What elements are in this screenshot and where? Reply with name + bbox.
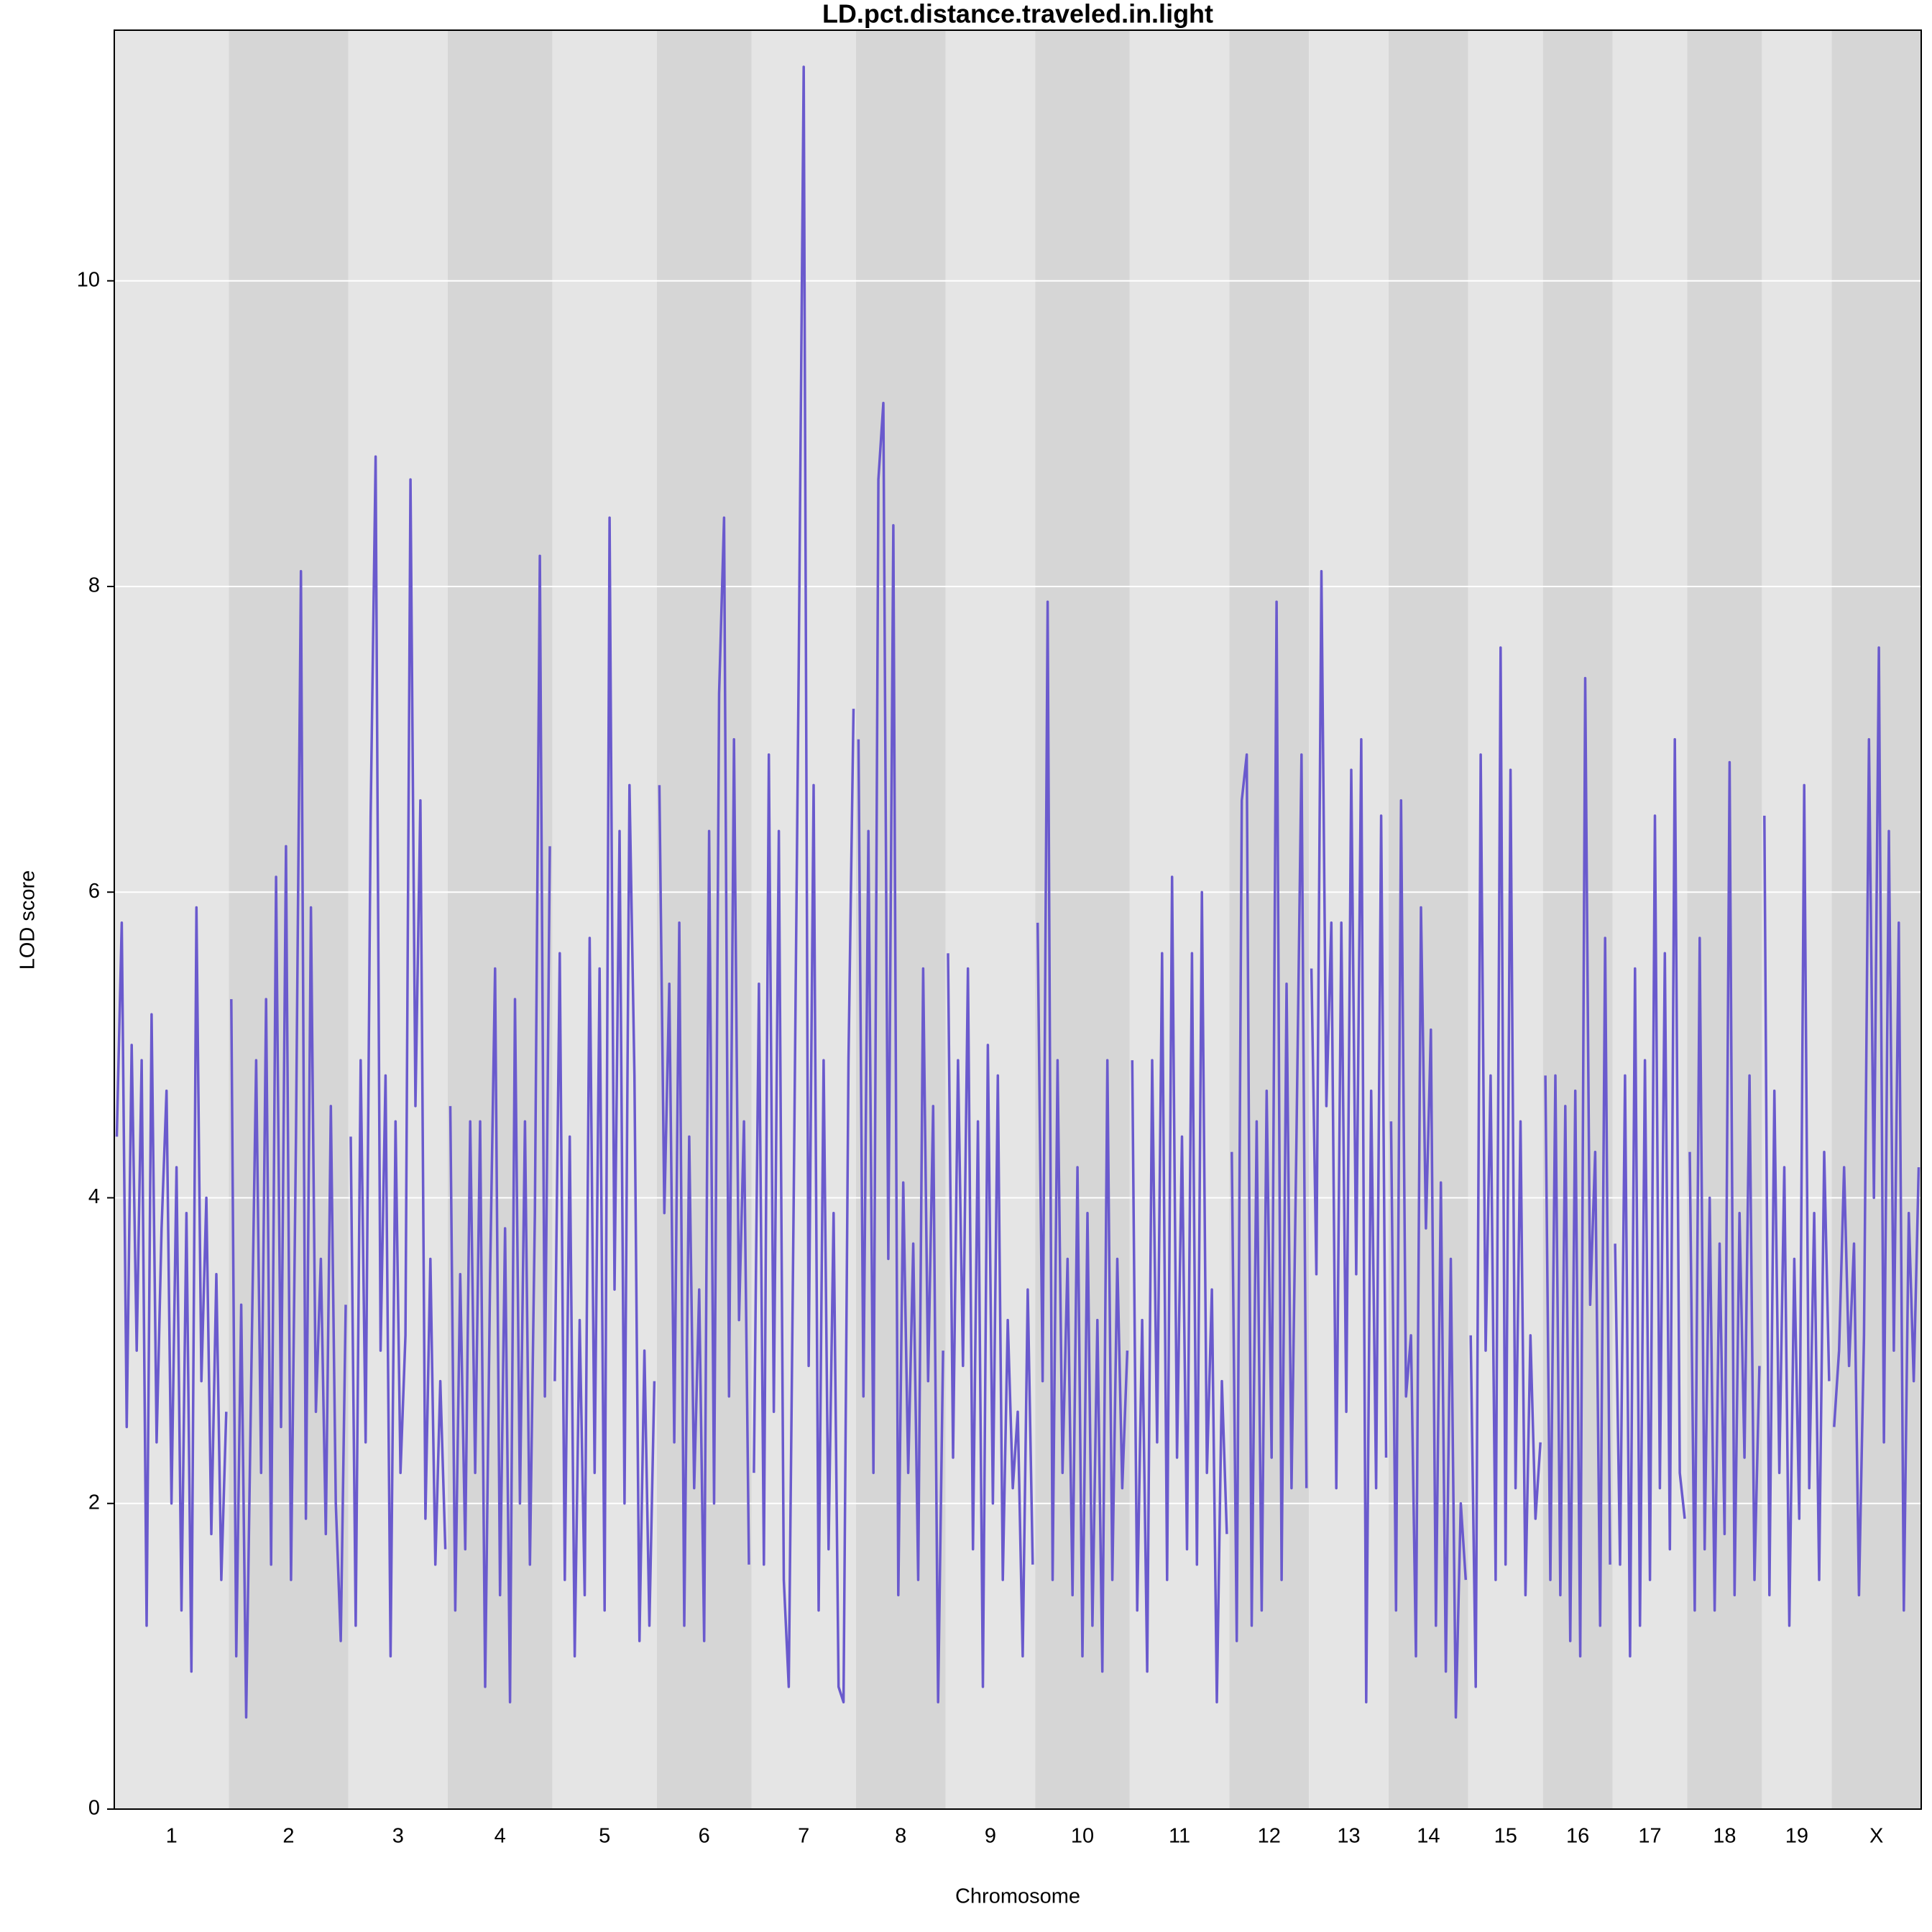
lod-line [1036,600,1129,1673]
lod-line [1131,875,1228,1703]
lod-line [1469,646,1542,1688]
y-tick-label: 8 [88,574,100,597]
chromosome-band [1762,30,1832,1809]
x-tick-label: 3 [392,1825,404,1848]
y-tick-label: 4 [88,1185,100,1208]
x-tick-label: 18 [1713,1825,1736,1848]
x-tick-label: 17 [1638,1825,1661,1848]
chromosome-band [945,30,1036,1809]
x-tick-label: 14 [1417,1825,1440,1848]
x-tick-label: 4 [494,1825,506,1848]
lod-line [753,65,855,1703]
lod-line [1688,760,1761,1612]
lod-line [448,554,551,1703]
lod-line [1544,676,1611,1658]
x-tick-label: 11 [1169,1825,1190,1848]
x-axis-label: Chromosome [955,1885,1080,1908]
x-tick-label: 1 [166,1825,178,1848]
lod-line [1310,569,1388,1703]
lod-line [947,953,1034,1688]
y-axis-label: LOD score [17,870,40,970]
chromosome-band [229,30,349,1809]
x-tick-label: 2 [282,1825,294,1848]
chromosome-band [1309,30,1389,1809]
chart-title: LD.pct.distance.traveled.in.light [822,0,1213,29]
lod-line [1230,600,1308,1642]
x-tick-label: 9 [985,1825,996,1848]
x-tick-label: 10 [1071,1825,1094,1848]
chromosome-band [114,30,229,1809]
x-tick-label: 8 [895,1825,906,1848]
lod-lines [115,65,1920,1719]
lod-line [553,516,656,1658]
lod-line [658,516,750,1642]
chromosome-band [1542,30,1613,1809]
y-tick-label: 10 [77,268,100,291]
lod-line [1763,783,1831,1627]
x-tick-label: 5 [599,1825,610,1848]
x-tick-label: 12 [1258,1825,1281,1848]
x-tick-label: 19 [1785,1825,1808,1848]
chromosome-band [1129,30,1230,1809]
lod-line [857,402,944,1703]
lod-line [1833,646,1920,1612]
plot-frame [114,29,1922,1810]
lod-line [349,455,447,1658]
chromosome-band [855,30,946,1809]
lod-line [115,906,228,1673]
chromosome-band [348,30,448,1809]
x-tick-label: 15 [1494,1825,1517,1848]
x-tick-label: 13 [1337,1825,1360,1848]
x-tick-label: 7 [798,1825,809,1848]
y-tick-label: 0 [88,1797,100,1820]
x-tick-label: 16 [1566,1825,1589,1848]
lod-line [230,569,347,1719]
lod-line [1389,799,1468,1719]
y-tick-label: 6 [88,880,100,903]
y-tick-label: 2 [88,1491,100,1514]
x-tick-label: 6 [699,1825,710,1848]
x-tick-label: X [1869,1825,1883,1848]
chromosome-band [1229,30,1310,1809]
chromosome-band [1687,30,1762,1809]
lod-line [1614,737,1686,1658]
